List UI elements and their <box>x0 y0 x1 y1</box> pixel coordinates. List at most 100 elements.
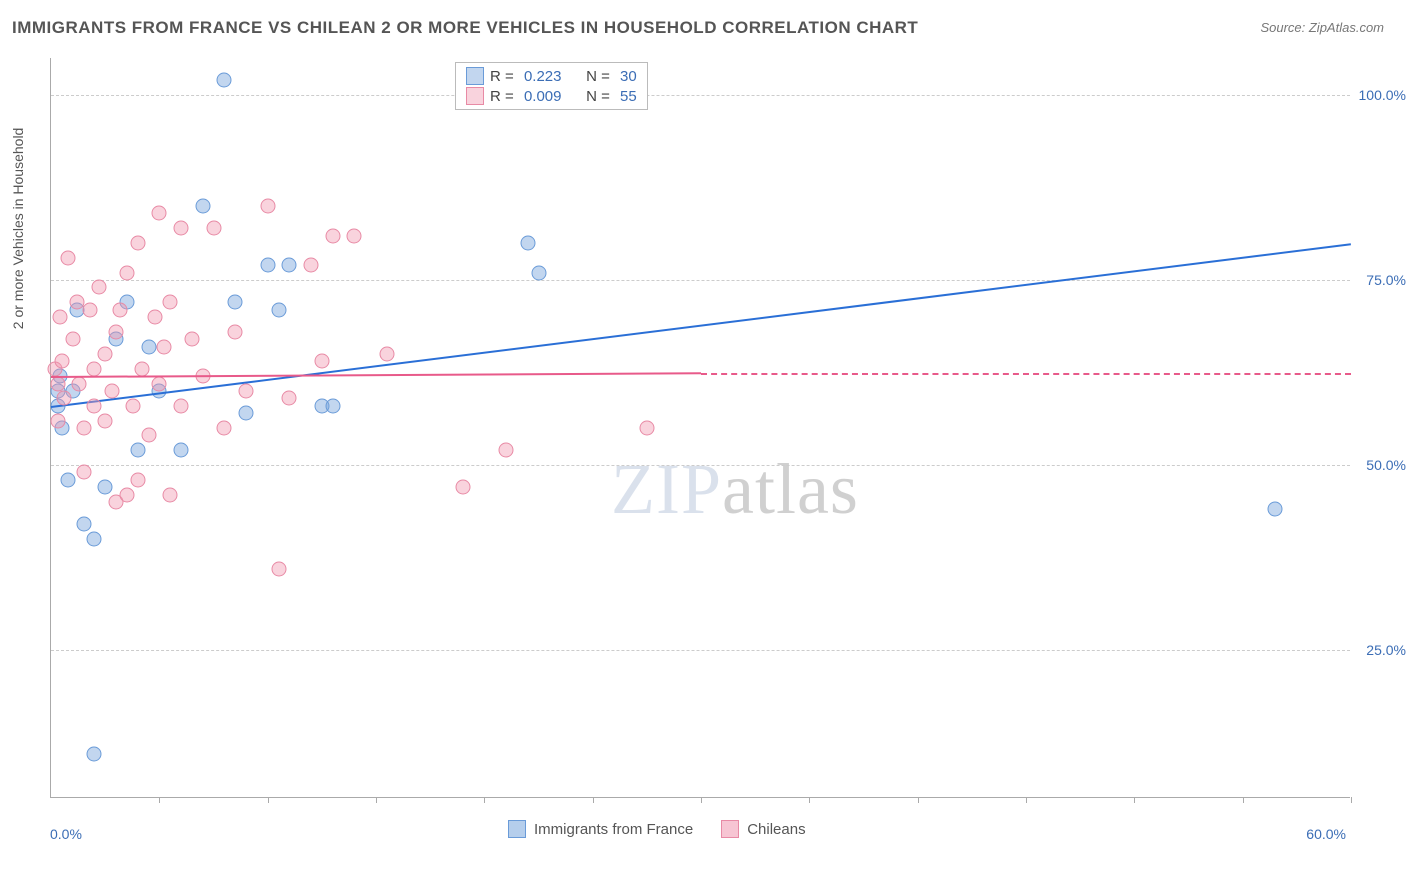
data-point <box>52 310 67 325</box>
data-point <box>217 73 232 88</box>
data-point <box>282 391 297 406</box>
x-tick <box>1134 797 1135 803</box>
legend-label: Chileans <box>747 821 805 838</box>
data-point <box>156 339 171 354</box>
watermark-zip: ZIP <box>611 449 722 529</box>
data-point <box>282 258 297 273</box>
r-label: R = <box>490 88 518 105</box>
x-axis-max: 60.0% <box>1306 826 1346 842</box>
data-point <box>87 746 102 761</box>
data-point <box>119 265 134 280</box>
x-tick <box>593 797 594 803</box>
data-point <box>239 406 254 421</box>
data-point <box>228 295 243 310</box>
data-point <box>325 398 340 413</box>
legend-item: Immigrants from France <box>508 820 693 838</box>
data-point <box>135 361 150 376</box>
data-point <box>126 398 141 413</box>
data-point <box>304 258 319 273</box>
data-point <box>228 324 243 339</box>
data-point <box>119 487 134 502</box>
r-value: 0.009 <box>524 88 576 105</box>
x-axis-min: 0.0% <box>50 826 82 842</box>
data-point <box>217 421 232 436</box>
x-tick <box>484 797 485 803</box>
x-tick <box>159 797 160 803</box>
data-point <box>72 376 87 391</box>
x-tick <box>809 797 810 803</box>
data-point <box>195 199 210 214</box>
trend-line <box>51 372 701 378</box>
data-point <box>65 332 80 347</box>
chart-container: IMMIGRANTS FROM FRANCE VS CHILEAN 2 OR M… <box>0 0 1406 892</box>
source-label: Source: ZipAtlas.com <box>1260 20 1384 35</box>
gridline <box>51 95 1350 96</box>
data-point <box>163 487 178 502</box>
x-tick <box>376 797 377 803</box>
data-point <box>174 221 189 236</box>
n-value: 55 <box>620 88 637 105</box>
x-tick <box>1026 797 1027 803</box>
gridline <box>51 465 1350 466</box>
x-tick <box>1243 797 1244 803</box>
data-point <box>271 561 286 576</box>
series-legend: Immigrants from France Chileans <box>508 820 806 838</box>
y-tick-label: 75.0% <box>1366 272 1406 288</box>
gridline <box>51 650 1350 651</box>
data-point <box>61 472 76 487</box>
y-tick-label: 100.0% <box>1359 87 1406 103</box>
y-tick-label: 25.0% <box>1366 642 1406 658</box>
data-point <box>1268 502 1283 517</box>
data-point <box>163 295 178 310</box>
data-point <box>98 480 113 495</box>
data-point <box>87 398 102 413</box>
gridline <box>51 280 1350 281</box>
n-label: N = <box>582 68 614 85</box>
data-point <box>50 413 65 428</box>
data-point <box>325 228 340 243</box>
data-point <box>61 250 76 265</box>
r-label: R = <box>490 68 518 85</box>
data-point <box>57 391 72 406</box>
y-axis-title: 2 or more Vehicles in Household <box>10 128 26 330</box>
data-point <box>152 376 167 391</box>
data-point <box>174 443 189 458</box>
correlation-legend: R = 0.223 N = 30R = 0.009 N = 55 <box>455 62 648 110</box>
data-point <box>130 236 145 251</box>
data-point <box>152 206 167 221</box>
data-point <box>76 517 91 532</box>
data-point <box>76 421 91 436</box>
r-value: 0.223 <box>524 68 576 85</box>
data-point <box>520 236 535 251</box>
data-point <box>98 413 113 428</box>
legend-swatch <box>721 820 739 838</box>
data-point <box>271 302 286 317</box>
data-point <box>109 324 124 339</box>
data-point <box>639 421 654 436</box>
x-tick <box>1351 797 1352 803</box>
legend-swatch <box>466 67 484 85</box>
data-point <box>347 228 362 243</box>
watermark: ZIPatlas <box>611 448 859 531</box>
correlation-legend-row: R = 0.009 N = 55 <box>466 86 637 106</box>
x-tick <box>268 797 269 803</box>
legend-item: Chileans <box>721 820 805 838</box>
data-point <box>148 310 163 325</box>
n-label: N = <box>582 88 614 105</box>
data-point <box>174 398 189 413</box>
data-point <box>87 361 102 376</box>
data-point <box>499 443 514 458</box>
data-point <box>130 443 145 458</box>
y-tick-label: 50.0% <box>1366 457 1406 473</box>
chart-title: IMMIGRANTS FROM FRANCE VS CHILEAN 2 OR M… <box>12 18 918 38</box>
data-point <box>184 332 199 347</box>
data-point <box>113 302 128 317</box>
legend-swatch <box>508 820 526 838</box>
data-point <box>76 465 91 480</box>
data-point <box>50 376 65 391</box>
data-point <box>455 480 470 495</box>
data-point <box>83 302 98 317</box>
watermark-atlas: atlas <box>722 449 859 529</box>
data-point <box>379 347 394 362</box>
data-point <box>260 199 275 214</box>
